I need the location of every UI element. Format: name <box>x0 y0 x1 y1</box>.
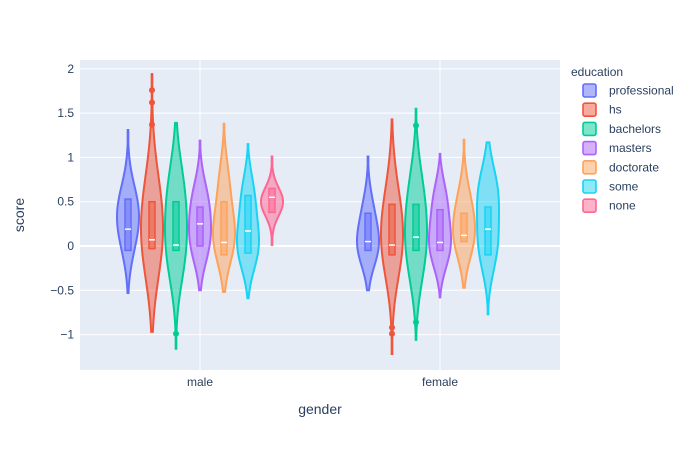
y-tick-label: −0.5 <box>50 283 74 297</box>
outlier-point <box>389 324 395 331</box>
violin-box-masters-male <box>196 206 204 247</box>
outlier-point <box>413 122 419 129</box>
legend: education professional hs bachelors masters… <box>571 65 674 213</box>
violin-box-professional-male <box>124 198 132 252</box>
x-tick-label: male <box>187 375 213 389</box>
outlier-point <box>149 87 155 94</box>
violin-box-doctorate-male <box>220 200 228 256</box>
violin-box-hs-male <box>148 200 156 250</box>
tick-layer: −1 −0.5 0 0.5 1 1.5 2 male female <box>50 62 458 389</box>
legend-title: education <box>571 65 623 79</box>
legend-swatch-masters <box>582 140 597 156</box>
legend-swatch-professional <box>582 83 597 98</box>
legend-label-hs: hs <box>609 103 622 117</box>
violin-box-bachelors-male <box>172 200 180 252</box>
legend-swatch-bachelors <box>582 121 597 137</box>
violin-box-some-female <box>484 206 492 256</box>
legend-label-bachelors: bachelors <box>609 122 661 136</box>
y-tick-label: 2 <box>67 62 74 76</box>
legend-swatch-none <box>582 198 597 213</box>
violin-box-doctorate-female <box>460 212 468 243</box>
violin-box-none-male <box>268 187 276 214</box>
x-axis-title: gender <box>298 401 342 417</box>
legend-label-some: some <box>609 180 639 194</box>
violin-box-bachelors-female <box>412 203 420 252</box>
legend-label-doctorate: doctorate <box>609 160 659 174</box>
legend-label-masters: masters <box>609 141 652 155</box>
outlier-point <box>389 330 395 337</box>
y-tick-label: 0.5 <box>57 195 74 209</box>
outlier-point <box>413 319 419 326</box>
violin-layer <box>115 73 501 356</box>
violin-box-hs-female <box>388 203 396 256</box>
outlier-point <box>173 330 179 337</box>
y-tick-label: 0 <box>67 239 74 253</box>
y-axis-title: score <box>11 198 27 232</box>
y-tick-label: −1 <box>60 328 74 342</box>
x-tick-label: female <box>422 375 458 389</box>
legend-swatch-hs <box>582 102 597 117</box>
violin-box-some-male <box>244 194 252 254</box>
legend-swatch-doctorate <box>582 160 597 175</box>
violin-box-professional-female <box>364 212 372 252</box>
legend-label-professional: professional <box>609 84 674 98</box>
violin-box-masters-female <box>436 208 444 252</box>
y-tick-label: 1.5 <box>57 106 74 120</box>
legend-label-none: none <box>609 199 636 213</box>
outlier-point <box>149 99 155 106</box>
legend-swatch-some <box>582 179 597 194</box>
outlier-point <box>149 121 155 128</box>
y-tick-label: 1 <box>67 150 74 164</box>
